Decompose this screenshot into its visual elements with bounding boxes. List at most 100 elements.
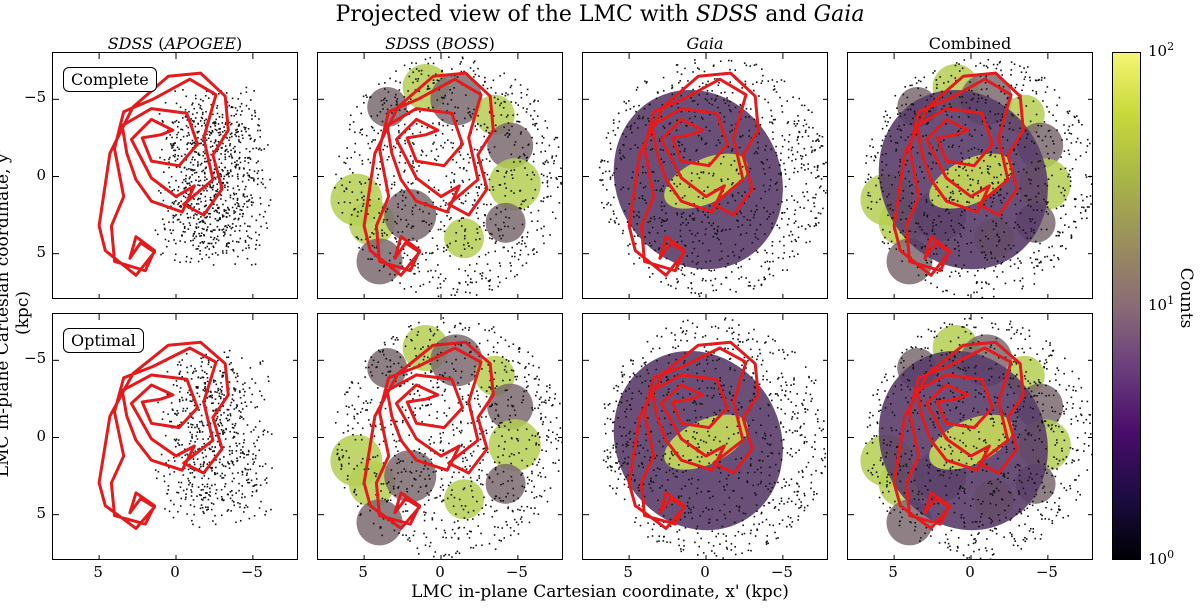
star-point [412,162,414,164]
star-point [341,211,344,214]
star-point [219,133,222,136]
star-point [977,180,980,182]
star-point [911,84,913,87]
star-point [230,123,232,126]
star-point [241,134,244,137]
star-point [234,107,237,109]
star-point [409,67,411,70]
star-point [668,133,671,135]
star-point [510,84,513,87]
star-point [254,111,257,114]
star-point [947,239,950,241]
star-point [1033,266,1035,269]
star-point [1067,149,1070,152]
star-point [442,124,444,127]
star-point [792,153,794,156]
star-point [220,175,223,178]
star-point [787,140,790,143]
star-point [445,456,448,459]
star-point [202,389,205,391]
star-point [664,230,666,232]
star-point [1025,71,1027,74]
star-point [395,70,397,72]
star-point [178,481,180,484]
star-point [242,137,244,140]
star-point [546,439,548,441]
star-point [771,252,774,255]
star-point [196,495,198,498]
star-point [949,103,951,105]
star-point [237,502,239,504]
star-point [212,520,214,522]
star-point [944,110,947,113]
star-point [194,426,196,429]
star-point [219,370,222,372]
star-point [381,350,384,353]
star-point [214,121,217,123]
star-point [227,462,230,465]
star-point [979,75,982,78]
star-point [361,128,364,131]
star-point [484,253,487,256]
star-point [791,146,793,149]
star-point [1065,247,1067,250]
star-point [1001,147,1004,150]
star-point [501,356,504,358]
star-point [353,490,356,493]
density-blob [488,158,541,211]
star-point [508,455,511,458]
star-point [760,161,763,163]
star-point [531,220,533,223]
star-point [202,356,204,359]
star-point [1040,228,1043,231]
star-point [930,95,932,98]
star-point [377,132,379,135]
star-point [670,105,673,107]
star-point [925,259,927,262]
star-point [231,398,234,400]
star-point [476,149,479,151]
star-point [907,170,910,173]
star-point [352,121,355,123]
star-point [944,232,947,234]
star-point [741,165,744,168]
star-point [750,210,753,212]
star-point [924,245,926,248]
star-point [477,217,479,220]
star-point [1030,228,1033,230]
star-point [488,160,491,163]
star-point [793,222,796,224]
star-point [336,452,339,455]
star-point [462,125,464,127]
star-point [216,150,218,152]
star-point [171,147,173,149]
star-point [237,125,240,127]
star-point [598,166,601,169]
star-point [447,246,449,248]
star-point [904,86,906,88]
star-point [365,409,367,411]
star-point [1070,142,1073,144]
star-point [449,481,452,484]
star-point [343,161,345,164]
star-point [771,244,774,247]
star-point [215,209,218,212]
star-point [222,228,225,230]
star-point [238,168,241,170]
star-point [186,143,188,146]
star-point [206,485,209,488]
star-point [154,229,157,232]
star-point [1066,110,1069,113]
star-point [917,180,920,183]
star-point [441,394,444,396]
star-point [546,385,548,388]
star-point [1081,217,1083,220]
star-point [226,243,228,245]
star-point [1012,114,1014,117]
star-point [445,202,447,204]
star-point [191,483,194,486]
star-point [451,423,454,426]
star-point [225,244,228,247]
star-point [959,233,961,235]
star-point [788,256,791,258]
